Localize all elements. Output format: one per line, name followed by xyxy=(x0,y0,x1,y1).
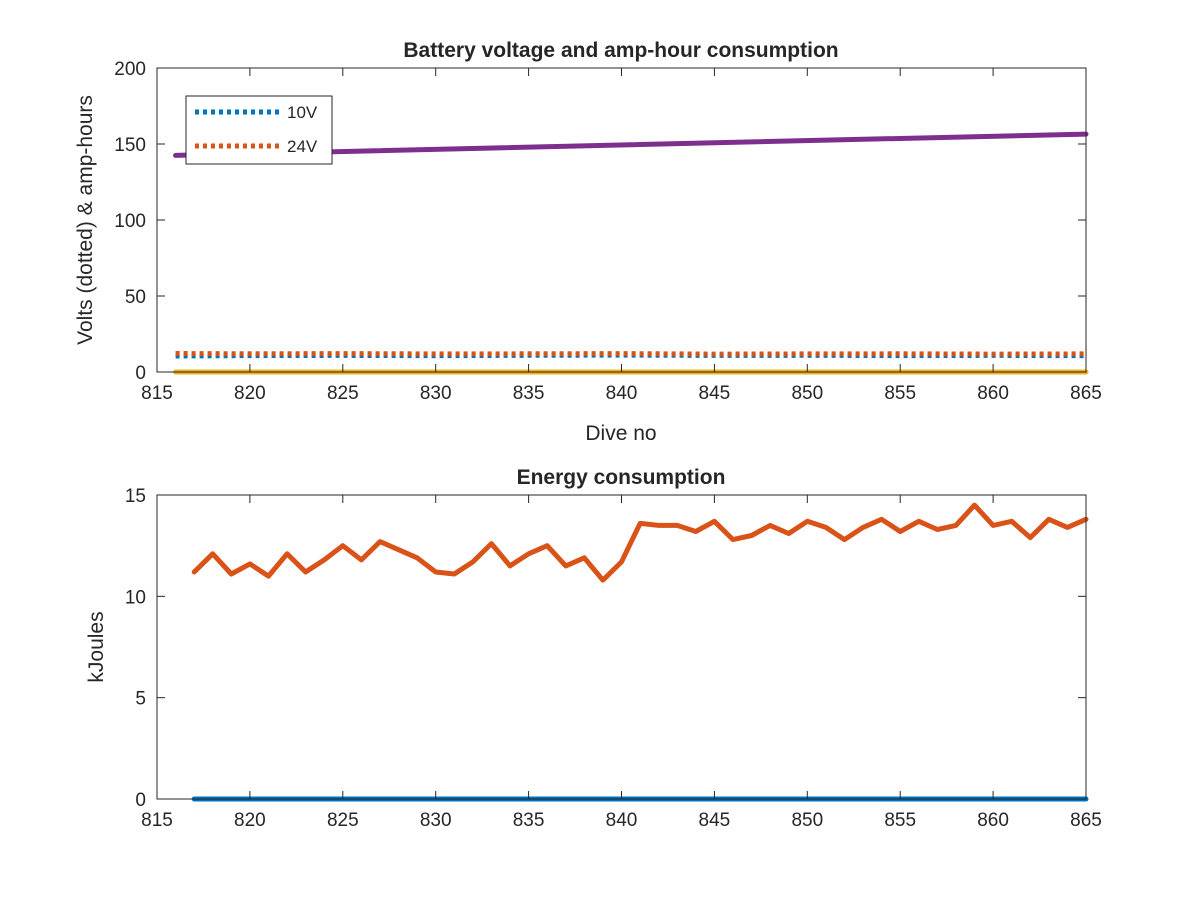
x-tick-label: 855 xyxy=(884,810,916,831)
y-tick-label: 5 xyxy=(135,689,146,710)
series-line-24v xyxy=(175,351,1087,357)
x-tick-label: 865 xyxy=(1070,810,1102,831)
x-tick-label: 845 xyxy=(699,383,731,404)
x-axis-label: Dive no xyxy=(585,422,656,445)
x-tick-label: 850 xyxy=(791,383,823,404)
y-tick-label: 0 xyxy=(135,790,146,811)
x-tick-label: 825 xyxy=(327,383,359,404)
x-tick-label: 865 xyxy=(1070,383,1102,404)
chart-title: Battery voltage and amp-hour consumption xyxy=(403,39,838,62)
x-tick-label: 830 xyxy=(420,383,452,404)
x-tick-label: 835 xyxy=(513,383,545,404)
y-tick-label: 100 xyxy=(114,211,146,232)
chart-battery: Battery voltage and amp-hour consumption… xyxy=(74,39,1102,445)
legend-label-24v: 24V xyxy=(287,137,318,156)
y-tick-label: 50 xyxy=(125,287,146,308)
x-tick-label: 855 xyxy=(884,383,916,404)
x-tick-label: 860 xyxy=(977,383,1009,404)
x-tick-label: 840 xyxy=(606,810,638,831)
x-tick-label: 850 xyxy=(791,810,823,831)
y-axis-label: kJoules xyxy=(85,611,108,682)
tick-group: 815 820 825 830 835 840 845 850 855 860 865 0 5 10 15 xyxy=(125,486,1102,831)
tick-group: 815 820 825 830 835 840 845 850 855 860 865 0 50 100 1… xyxy=(114,59,1102,404)
legend: 10V 24V xyxy=(185,95,333,165)
x-tick-label: 830 xyxy=(420,810,452,831)
chart-energy: Energy consumption 815 820 825 830 835 840 845… xyxy=(85,466,1102,831)
x-tick-label: 825 xyxy=(327,810,359,831)
y-tick-label: 10 xyxy=(125,587,146,608)
x-tick-label: 860 xyxy=(977,810,1009,831)
x-tick-label: 815 xyxy=(141,383,173,404)
x-tick-label: 845 xyxy=(699,810,731,831)
series-line-1 xyxy=(191,502,1089,583)
y-tick-label: 150 xyxy=(114,135,146,156)
x-tick-label: 820 xyxy=(234,810,266,831)
y-tick-label: 15 xyxy=(125,486,146,507)
y-axis-label: Volts (dotted) & amp-hours xyxy=(74,95,97,345)
y-tick-label: 0 xyxy=(135,363,146,384)
legend-label-10v: 10V xyxy=(287,103,318,122)
legend-box xyxy=(185,95,333,165)
chart-title: Energy consumption xyxy=(517,466,726,489)
plot-area xyxy=(157,495,1086,799)
x-tick-label: 835 xyxy=(513,810,545,831)
y-tick-label: 200 xyxy=(114,59,146,80)
x-tick-label: 840 xyxy=(606,383,638,404)
x-tick-label: 820 xyxy=(234,383,266,404)
x-tick-label: 815 xyxy=(141,810,173,831)
